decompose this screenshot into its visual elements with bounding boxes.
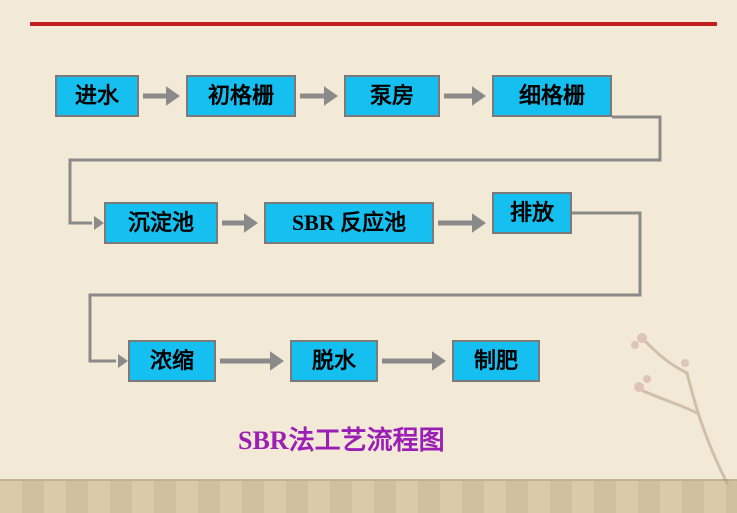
node-thicken: 浓缩: [128, 340, 216, 382]
flowchart-canvas: 进水 初格栅 泵房 细格栅沉淀池 SBR 反应池 排放浓缩 脱水 制肥 SBR法工艺流程图: [0, 0, 737, 513]
node-sbr: SBR 反应池: [264, 202, 434, 244]
diagram-title: SBR法工艺流程图: [238, 420, 445, 457]
node-inlet: 进水: [55, 75, 139, 117]
node-pump: 泵房: [344, 75, 440, 117]
node-disch: 排放: [492, 192, 572, 234]
node-sed: 沉淀池: [104, 202, 218, 244]
node-fine: 细格栅: [492, 75, 612, 117]
node-coarse: 初格栅: [186, 75, 296, 117]
node-dewater: 脱水: [290, 340, 378, 382]
decorative-bottom-border: [0, 479, 737, 513]
node-fert: 制肥: [452, 340, 540, 382]
